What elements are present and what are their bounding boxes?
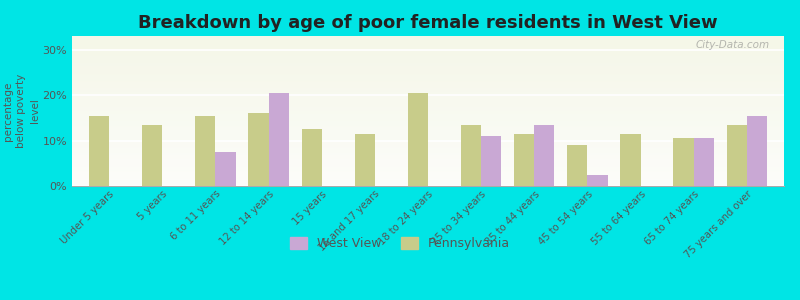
Bar <box>195 116 215 186</box>
Bar <box>408 93 428 186</box>
Bar <box>249 113 269 186</box>
Bar <box>302 129 322 186</box>
Bar <box>694 138 714 186</box>
Bar <box>89 116 109 186</box>
Bar <box>514 134 534 186</box>
Title: Breakdown by age of poor female residents in West View: Breakdown by age of poor female resident… <box>138 14 718 32</box>
Bar <box>674 138 694 186</box>
Bar <box>534 124 554 186</box>
Text: City-Data.com: City-Data.com <box>696 40 770 50</box>
Bar <box>215 152 236 186</box>
Bar <box>269 93 289 186</box>
Bar <box>354 134 375 186</box>
Bar <box>620 134 641 186</box>
Bar <box>142 124 162 186</box>
Bar <box>567 145 587 186</box>
Bar <box>461 124 481 186</box>
Bar <box>587 175 607 186</box>
Bar <box>747 116 767 186</box>
Bar <box>726 124 747 186</box>
Legend: West View, Pennsylvania: West View, Pennsylvania <box>285 232 515 255</box>
Y-axis label: percentage
below poverty
level: percentage below poverty level <box>3 74 40 148</box>
Bar <box>481 136 502 186</box>
